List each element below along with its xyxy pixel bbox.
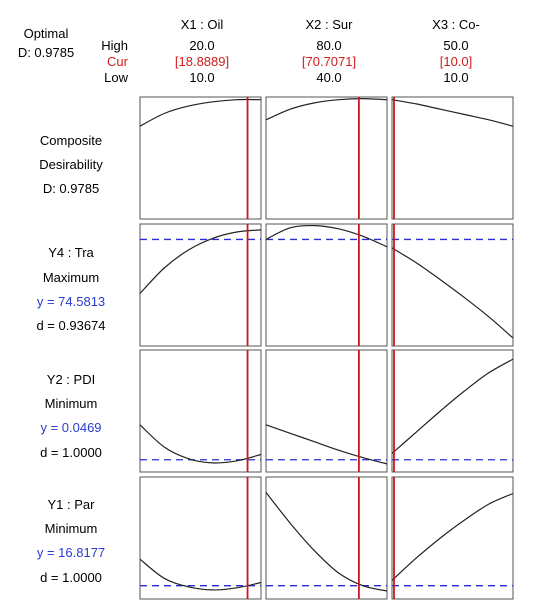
row-subtitle: Minimum <box>45 396 98 411</box>
profile-curve <box>391 492 514 581</box>
profile-curve <box>391 358 514 454</box>
profile-curve <box>265 224 388 248</box>
row-d-value: d = 1.0000 <box>40 570 102 585</box>
row-title: Y1 : Par <box>48 497 96 512</box>
row-y-value: y = 74.5813 <box>37 294 105 309</box>
factor-low: 40.0 <box>316 70 341 85</box>
panel-frame <box>265 223 388 347</box>
factor-high: 20.0 <box>189 38 214 53</box>
row-subtitle: Maximum <box>43 270 99 285</box>
profile-curve <box>139 558 262 591</box>
panel-frame <box>265 476 388 600</box>
factor-headers: X1 : Oil 20.0 [18.8889] 10.0 X2 : Sur 80… <box>175 17 480 85</box>
panel-frame <box>139 476 262 600</box>
panel-frame <box>265 349 388 473</box>
factor-name: X2 : Sur <box>306 17 354 32</box>
factor-cur: [10.0] <box>440 54 473 69</box>
profile-curve <box>265 97 388 121</box>
high-label: High <box>101 38 128 53</box>
factor-name: X3 : Co- <box>432 17 480 32</box>
profile-curve <box>139 424 262 464</box>
factor-header-3: X3 : Co- 50.0 [10.0] 10.0 <box>432 17 480 85</box>
factor-low: 10.0 <box>189 70 214 85</box>
panel-frame <box>391 96 514 220</box>
panel-frame <box>391 349 514 473</box>
factor-high: 80.0 <box>316 38 341 53</box>
row-title: Composite <box>40 133 102 148</box>
factor-cur: [70.7071] <box>302 54 356 69</box>
cur-label: Cur <box>107 54 129 69</box>
row-title: Y2 : PDI <box>47 372 95 387</box>
row-y-value: y = 16.8177 <box>37 545 105 560</box>
row-label-y2: Y2 : PDI Minimum y = 0.0469 d = 1.0000 <box>40 372 102 460</box>
row-d-value: d = 0.93674 <box>36 318 105 333</box>
row-label-composite: Composite Desirability D: 0.9785 <box>39 133 103 196</box>
row-d-value: d = 1.0000 <box>40 445 102 460</box>
panel-frame <box>265 96 388 220</box>
factor-low: 10.0 <box>443 70 468 85</box>
factor-high: 50.0 <box>443 38 468 53</box>
profile-curve <box>391 247 514 339</box>
low-label: Low <box>104 70 128 85</box>
row-y-value: y = 0.0469 <box>40 420 101 435</box>
factor-header-1: X1 : Oil 20.0 [18.8889] 10.0 <box>175 17 229 85</box>
profile-curve <box>391 99 514 127</box>
panel-frame <box>391 223 514 347</box>
optimal-label: Optimal <box>24 26 69 41</box>
profile-curve <box>265 492 388 592</box>
profile-curve <box>139 229 262 294</box>
row-subtitle: Desirability <box>39 157 103 172</box>
panel-frame <box>139 223 262 347</box>
profile-curve <box>265 424 388 465</box>
factor-cur: [18.8889] <box>175 54 229 69</box>
panel-frame <box>139 349 262 473</box>
optimal-d-value: D: 0.9785 <box>18 45 74 60</box>
profile-panels <box>139 96 514 600</box>
row-subtitle: Minimum <box>45 521 98 536</box>
panel-frame <box>139 96 262 220</box>
row-label-y1: Y1 : Par Minimum y = 16.8177 d = 1.0000 <box>37 497 105 585</box>
row-d-value: D: 0.9785 <box>43 181 99 196</box>
factor-header-2: X2 : Sur 80.0 [70.7071] 40.0 <box>302 17 356 85</box>
factor-name: X1 : Oil <box>181 17 224 32</box>
row-title: Y4 : Tra <box>48 245 94 260</box>
row-label-y4: Y4 : Tra Maximum y = 74.5813 d = 0.93674 <box>36 245 105 333</box>
profile-curve <box>139 98 262 127</box>
panel-frame <box>391 476 514 600</box>
